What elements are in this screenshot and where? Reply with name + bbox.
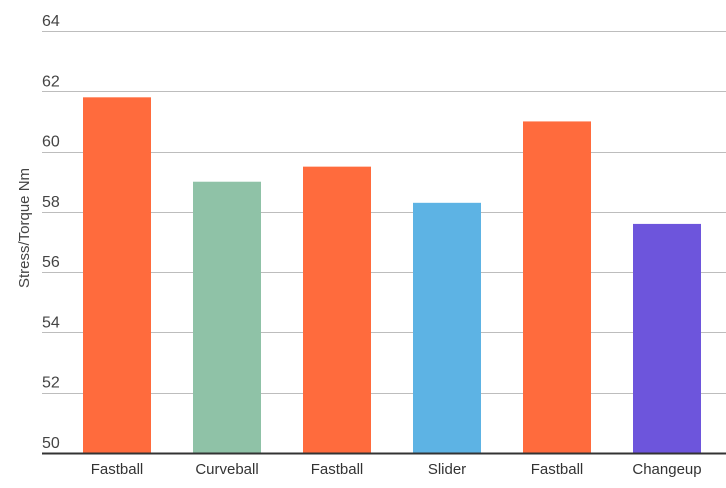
bar-6 bbox=[633, 223, 701, 453]
x-category-label-6: Changeup bbox=[632, 461, 701, 478]
bar-5 bbox=[523, 121, 591, 453]
grid-lines bbox=[42, 31, 726, 394]
y-tick-label-64: 64 bbox=[42, 13, 60, 30]
y-tick-label-60: 60 bbox=[42, 134, 60, 151]
x-category-label-3: Fastball bbox=[311, 461, 364, 478]
bar-1 bbox=[83, 97, 151, 454]
y-tick-label-56: 56 bbox=[42, 254, 60, 271]
bar-2 bbox=[193, 181, 261, 453]
y-tick-label-62: 62 bbox=[42, 73, 60, 90]
y-tick-label-52: 52 bbox=[42, 375, 60, 392]
x-category-label-5: Fastball bbox=[531, 461, 584, 478]
y-tick-label-54: 54 bbox=[42, 314, 60, 331]
x-category-label-1: Fastball bbox=[91, 461, 144, 478]
y-tick-labels: 50 52 54 56 58 60 62 64 bbox=[42, 13, 60, 452]
x-category-label-2: Curveball bbox=[195, 461, 258, 478]
bars bbox=[83, 97, 701, 454]
bar-3 bbox=[303, 166, 371, 453]
x-category-labels: Fastball Curveball Fastball Slider Fastball C… bbox=[91, 461, 702, 478]
y-axis-title: Stress/Torque Nm bbox=[16, 168, 33, 288]
x-category-label-4: Slider bbox=[428, 461, 466, 478]
bar-4 bbox=[413, 202, 481, 453]
y-tick-label-50: 50 bbox=[42, 435, 60, 452]
y-tick-label-58: 58 bbox=[42, 194, 60, 211]
